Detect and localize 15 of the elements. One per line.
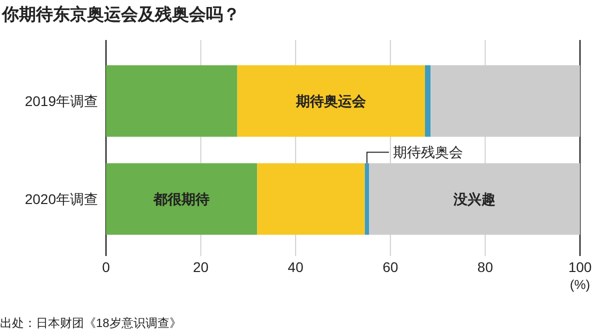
text: 出处：日本财团《18岁意识调查》 [0,316,182,330]
x-axis-title: (%) [570,277,590,292]
y-tick-label: 2019年调查 [24,93,98,109]
series-label: 都很期待 [152,191,210,207]
x-tick-label: 20 [193,259,209,275]
series-label: 期待残奥会 [392,144,463,160]
x-tick-label: 80 [477,259,494,275]
x-tick-label: 0 [102,259,110,275]
x-tick-label: 60 [382,259,398,275]
series-label: 期待奥运会 [295,93,368,109]
title: 你期待东京奥运会及残奥会吗？ [2,5,240,24]
x-tick-label: 40 [288,259,304,275]
y-tick-label: 2020年调查 [24,191,98,207]
x-tick-label: 100 [568,259,592,275]
series-label: 没兴趣 [452,191,496,207]
